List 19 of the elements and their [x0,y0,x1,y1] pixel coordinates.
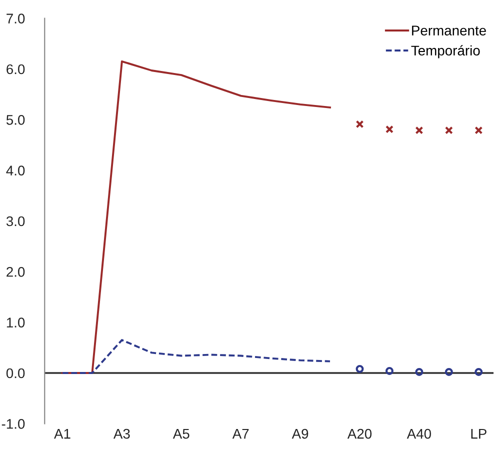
y-tick-label: 4.0 [6,166,25,176]
y-tick-label: 3.0 [6,216,25,226]
x-tick-label: A9 [292,428,308,439]
y-tick-label: 6.0 [6,64,25,74]
x-tick-label: A40 [406,428,432,439]
legend-label: Permanente [412,26,486,36]
x-tick-label: A7 [232,429,249,439]
x-tick-label: A20 [347,428,372,439]
y-tick-label: 5.0 [6,114,25,125]
y-tick-label: 2.0 [6,266,25,277]
x-tick-label: A5 [172,429,190,439]
x-tick-label: A1 [54,429,70,439]
x-tick-label: LP [471,429,486,439]
y-tick-label: 0.0 [6,368,25,378]
y-tick-label: -1.0 [2,418,25,429]
y-tick-label: 1.0 [6,318,25,328]
x-tick-label: A3 [113,428,130,439]
legend-label: Temporário [411,45,480,58]
y-tick-label: 7.0 [6,14,25,24]
